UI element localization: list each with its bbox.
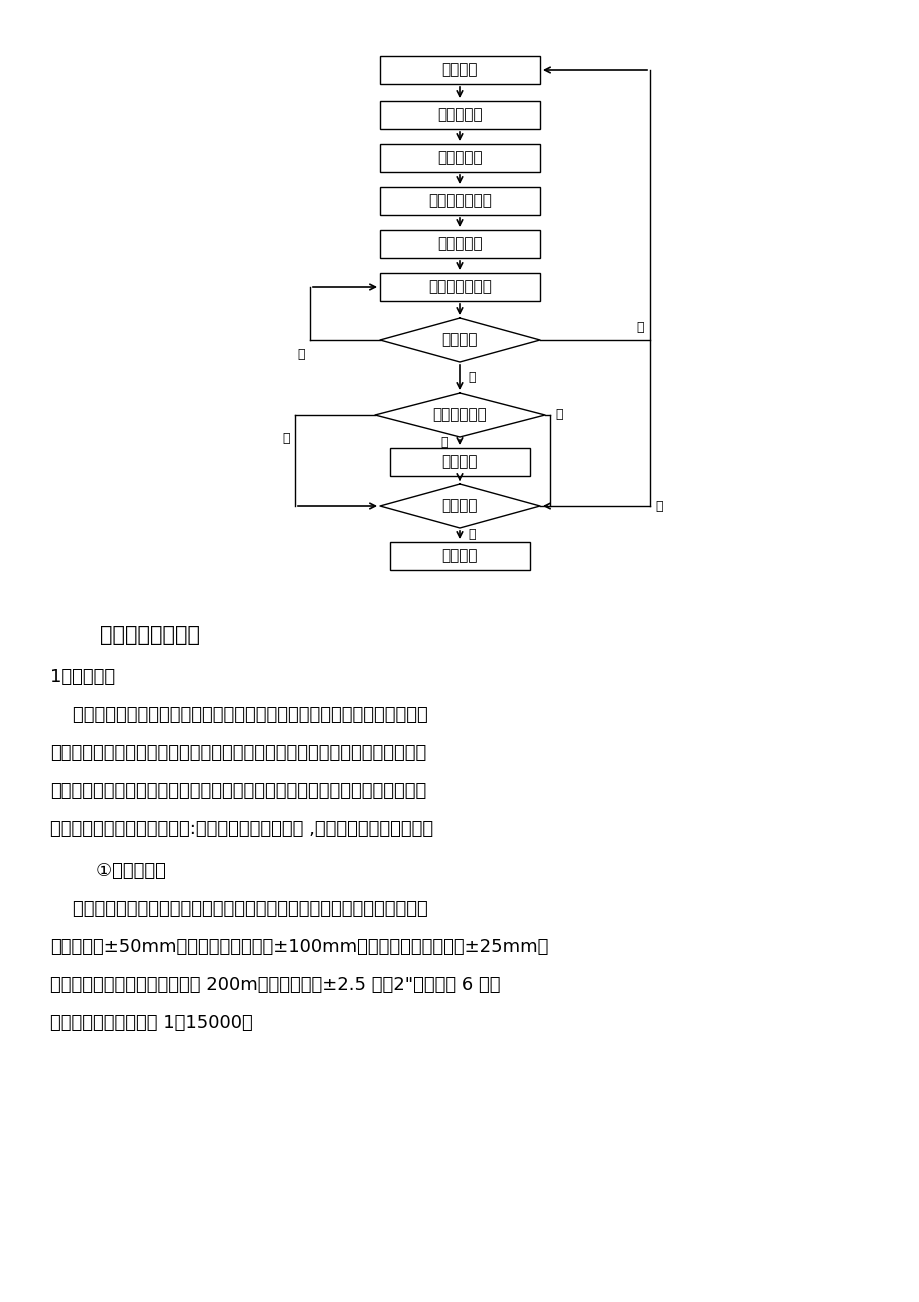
- Text: 支护施工: 支护施工: [441, 454, 478, 470]
- Text: 与监理人共同检测其基准点（线）的测量精度，并复核其资料和数据的准确性。: 与监理人共同检测其基准点（线）的测量精度，并复核其资料和数据的准确性。: [50, 743, 425, 762]
- Text: 出渣、欠挖处理: 出渣、欠挖处理: [427, 280, 492, 294]
- Text: 回），边长相对中误差 1：15000。: 回），边长相对中误差 1：15000。: [50, 1014, 253, 1032]
- Text: 是: 是: [440, 436, 448, 449]
- Text: 否: 否: [297, 348, 305, 361]
- Text: （三）、施工测量: （三）、施工测量: [100, 625, 199, 644]
- Bar: [380, 230, 539, 258]
- Text: 是: 是: [468, 529, 475, 542]
- Text: 衬砌施工: 衬砌施工: [441, 548, 478, 564]
- Text: 基本导线主要指标为：导线边长 200m，测角中误差±2.5 秒（2"级全站仪 6 个测: 基本导线主要指标为：导线边长 200m，测角中误差±2.5 秒（2"级全站仪 6…: [50, 976, 500, 993]
- Bar: [380, 56, 539, 85]
- Text: 爆前准备、起爆: 爆前准备、起爆: [427, 194, 492, 208]
- Text: 是否到位: 是否到位: [441, 332, 478, 348]
- Text: 排烟、除险: 排烟、除险: [437, 237, 482, 251]
- Text: ①、基本导线: ①、基本导线: [50, 862, 165, 880]
- Text: 是: 是: [636, 322, 643, 335]
- Text: 否: 否: [654, 500, 662, 513]
- Text: 根据检测后的基准点，设计布置本隙洞工程的施工控制网。根据工程布置特点，: 根据检测后的基准点，设计布置本隙洞工程的施工控制网。根据工程布置特点，: [50, 783, 425, 799]
- Bar: [390, 542, 529, 570]
- Text: 施工控制网采用两级导线控制:基本导线用于贯通测量 ,二级导线用于施工放样。: 施工控制网采用两级导线控制:基本导线用于贯通测量 ,二级导线用于施工放样。: [50, 820, 433, 838]
- Text: 是: 是: [282, 432, 289, 445]
- Text: 作业准备: 作业准备: [441, 62, 478, 78]
- Text: 通中误差为±50mm，纵向贯通中误差为±100mm，高程贯通中误差为全±25mm。: 通中误差为±50mm，纵向贯通中误差为±100mm，高程贯通中误差为全±25mm…: [50, 937, 548, 956]
- Text: 否: 否: [554, 409, 562, 422]
- Bar: [380, 145, 539, 172]
- Text: 装药、连线: 装药、连线: [437, 151, 482, 165]
- Bar: [380, 102, 539, 129]
- Text: 根据《水利水电工程施工测量规范》施工测量主要精度指标有：隙洞横向贯: 根据《水利水电工程施工测量规范》施工测量主要精度指标有：隙洞横向贯: [50, 900, 427, 918]
- Text: 钻孔、清孔: 钻孔、清孔: [437, 108, 482, 122]
- Text: 1、控制测量: 1、控制测量: [50, 668, 115, 686]
- Bar: [390, 448, 529, 477]
- Text: 接收到监理人提供的测量基准点、基准线和水准点及其基本资料和数据后，: 接收到监理人提供的测量基准点、基准线和水准点及其基本资料和数据后，: [50, 706, 427, 724]
- Bar: [380, 187, 539, 215]
- Bar: [380, 273, 539, 301]
- Text: 是否需要支护: 是否需要支护: [432, 408, 487, 423]
- Text: 是: 是: [468, 371, 475, 384]
- Text: 是否贯通: 是否贯通: [441, 499, 478, 513]
